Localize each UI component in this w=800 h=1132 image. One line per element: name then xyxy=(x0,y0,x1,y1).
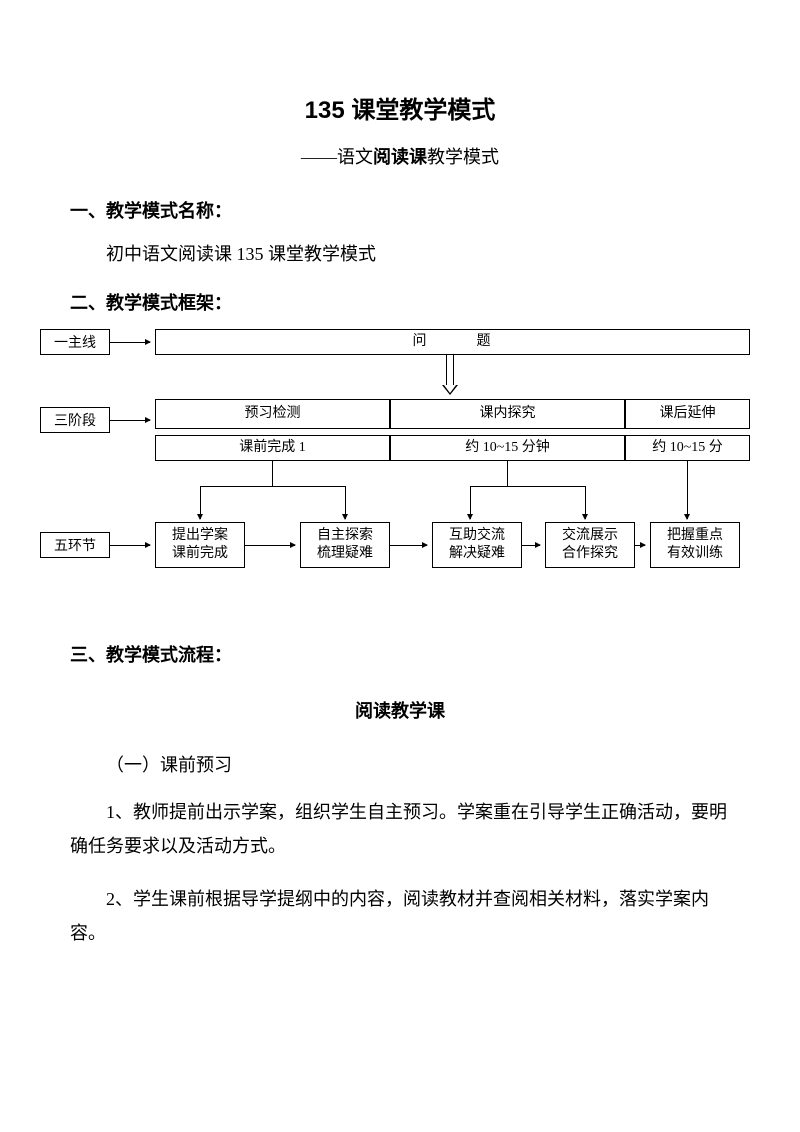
subsection-heading: （一）课前预习 xyxy=(70,751,730,777)
arrow-icon xyxy=(200,486,201,519)
stage-box: 课内探究 xyxy=(390,399,625,429)
subtitle-prefix: ——语文 xyxy=(301,147,373,167)
stage-box: 预习检测 xyxy=(155,399,390,429)
arrow-icon xyxy=(635,545,645,546)
time-box: 约 10~15 分钟 xyxy=(390,435,625,461)
arrow-icon xyxy=(245,545,295,546)
arrow-icon xyxy=(390,545,427,546)
paragraph: 2、学生课前根据导学提纲中的内容，阅读教材并查阅相关材料，落实学案内容。 xyxy=(70,882,730,950)
step-box: 提出学案 课前完成 xyxy=(155,522,245,568)
step-box: 互助交流 解决疑难 xyxy=(432,522,522,568)
section-3-center: 阅读教学课 xyxy=(70,697,730,723)
section-1-heading: 一、教学模式名称： xyxy=(70,197,730,223)
arrow-icon xyxy=(470,486,471,519)
connector-line xyxy=(200,486,345,487)
arrow-icon xyxy=(522,545,540,546)
arrow-icon xyxy=(585,486,586,519)
arrow-icon xyxy=(110,342,150,343)
step-box: 把握重点 有效训练 xyxy=(650,522,740,568)
row1-topic: 问 题 xyxy=(155,329,750,355)
page-subtitle: ——语文阅读课教学模式 xyxy=(70,143,730,169)
section-1-text: 初中语文阅读课 135 课堂教学模式 xyxy=(70,237,730,271)
row1-label: 一主线 xyxy=(40,329,110,355)
subtitle-suffix: 教学模式 xyxy=(427,147,499,167)
framework-diagram: 一主线 问 题 三阶段 预习检测 课内探究 课后延伸 课前完成 1 约 10~1… xyxy=(40,329,740,619)
paragraph: 1、教师提前出示学案，组织学生自主预习。学案重在引导学生正确活动，要明确任务要求… xyxy=(70,795,730,863)
subtitle-bold: 阅读课 xyxy=(373,147,427,167)
row2-label: 三阶段 xyxy=(40,407,110,433)
row3-label: 五环节 xyxy=(40,532,110,558)
time-box: 约 10~15 分 xyxy=(625,435,750,461)
section-2-heading: 二、教学模式框架： xyxy=(70,289,730,315)
connector-line xyxy=(272,461,273,486)
arrow-icon xyxy=(110,420,150,421)
arrow-icon xyxy=(345,486,346,519)
section-3-heading: 三、教学模式流程： xyxy=(70,641,730,667)
arrow-icon xyxy=(110,545,150,546)
step-box: 交流展示 合作探究 xyxy=(545,522,635,568)
connector-line xyxy=(470,486,585,487)
arrow-icon xyxy=(687,461,688,519)
step-box: 自主探索 梳理疑难 xyxy=(300,522,390,568)
connector-line xyxy=(507,461,508,486)
page-title: 135 课堂教学模式 xyxy=(70,90,730,125)
stage-box: 课后延伸 xyxy=(625,399,750,429)
time-box: 课前完成 1 xyxy=(155,435,390,461)
